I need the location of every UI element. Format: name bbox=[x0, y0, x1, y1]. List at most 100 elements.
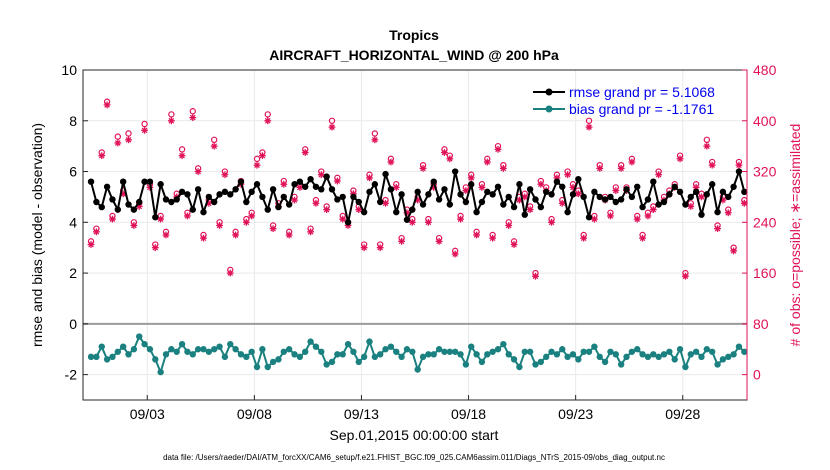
rmse-point bbox=[537, 203, 545, 211]
assimilated-point-stroke bbox=[297, 184, 303, 191]
assimilated-point-stroke bbox=[709, 162, 716, 169]
rmse-point bbox=[119, 178, 127, 185]
bias-point bbox=[644, 353, 652, 361]
assimilated-point-stroke bbox=[259, 152, 266, 159]
rmse-point bbox=[194, 186, 202, 193]
assimilated-point-stroke bbox=[521, 194, 528, 200]
assimilated-point bbox=[639, 234, 646, 242]
assimilated-point bbox=[387, 158, 395, 166]
assimilated-point bbox=[248, 212, 256, 220]
possible-point bbox=[168, 111, 175, 118]
assimilated-point-stroke bbox=[205, 200, 212, 207]
assimilated-point-stroke bbox=[612, 187, 619, 194]
assimilated-point-stroke bbox=[559, 200, 566, 207]
assimilated-point bbox=[366, 174, 373, 182]
bias-point bbox=[210, 346, 218, 353]
possible-point bbox=[585, 117, 593, 124]
y-tick-label-right: 480 bbox=[753, 62, 777, 78]
assimilated-point bbox=[424, 218, 432, 226]
legend-rmse-marker bbox=[545, 88, 553, 96]
rmse-point bbox=[425, 191, 432, 198]
rmse-point bbox=[462, 198, 470, 206]
y-tick-label-left: 8 bbox=[69, 113, 77, 129]
assimilated-point-stroke bbox=[500, 165, 507, 172]
bias-point bbox=[478, 358, 486, 366]
rmse-point bbox=[601, 196, 609, 203]
assimilated-point bbox=[141, 126, 148, 134]
rmse-point bbox=[168, 198, 175, 206]
assimilated-point-stroke bbox=[152, 244, 159, 251]
rmse-point bbox=[339, 193, 346, 201]
assimilated-point bbox=[532, 272, 539, 280]
assimilated-point bbox=[130, 222, 138, 229]
assimilated-point-stroke bbox=[200, 235, 207, 242]
bias-point bbox=[168, 346, 175, 353]
rmse-point bbox=[708, 181, 716, 188]
assimilated-point bbox=[178, 152, 186, 160]
bias-point bbox=[735, 343, 743, 350]
rmse-point bbox=[532, 196, 539, 203]
rmse-point bbox=[655, 201, 662, 208]
bias-point bbox=[714, 361, 721, 368]
rmse-point bbox=[494, 183, 502, 190]
assimilated-point bbox=[333, 177, 341, 185]
assimilated-point bbox=[537, 180, 545, 188]
bias-point bbox=[548, 348, 555, 355]
bias-point bbox=[505, 351, 512, 358]
possible-point bbox=[114, 133, 122, 140]
rmse-point bbox=[398, 191, 405, 198]
bias-point bbox=[403, 346, 411, 353]
bias-point bbox=[409, 348, 416, 355]
assimilated-point bbox=[735, 161, 743, 169]
assimilated-point bbox=[125, 136, 132, 144]
assimilated-point bbox=[200, 234, 207, 242]
bias-point bbox=[484, 351, 491, 358]
assimilated-point-stroke bbox=[580, 235, 587, 242]
possible-point bbox=[264, 111, 271, 118]
rmse-point bbox=[328, 186, 336, 193]
assimilated-point bbox=[441, 149, 448, 156]
bias-point bbox=[103, 356, 111, 363]
bias-point bbox=[516, 363, 523, 371]
assimilated-point bbox=[489, 234, 497, 242]
rmse-point bbox=[382, 170, 389, 178]
bias-point bbox=[607, 348, 614, 355]
rmse-point bbox=[489, 191, 496, 198]
bias-point bbox=[291, 351, 298, 358]
assimilated-point bbox=[655, 171, 663, 179]
assimilated-point-stroke bbox=[452, 251, 459, 257]
bias-point bbox=[612, 351, 620, 358]
assimilated-point-stroke bbox=[468, 175, 475, 181]
assimilated-point bbox=[323, 206, 331, 214]
possible-point bbox=[178, 146, 186, 153]
assimilated-point bbox=[264, 117, 272, 125]
x-tick-label: 09/23 bbox=[558, 406, 593, 422]
rmse-point bbox=[478, 198, 486, 206]
assimilated-point bbox=[628, 158, 636, 166]
rmse-point bbox=[237, 178, 245, 185]
assimilated-point bbox=[612, 187, 620, 194]
assimilated-point bbox=[328, 123, 336, 131]
assimilated-point bbox=[687, 203, 695, 210]
rmse-point bbox=[200, 208, 207, 216]
assimilated-point bbox=[157, 215, 165, 223]
rmse-point bbox=[623, 186, 630, 193]
assimilated-point-stroke bbox=[527, 206, 533, 213]
bias-point bbox=[205, 348, 213, 355]
bias-point bbox=[462, 361, 470, 368]
assimilated-point-stroke bbox=[645, 213, 651, 219]
rmse-point bbox=[296, 178, 304, 185]
bias-point bbox=[189, 351, 196, 358]
assimilated-point bbox=[269, 225, 277, 233]
assimilated-point bbox=[435, 237, 443, 245]
bias-point bbox=[264, 363, 271, 371]
bias-point bbox=[184, 348, 191, 355]
bias-point bbox=[698, 353, 705, 361]
bias-point bbox=[591, 343, 598, 350]
assimilated-point-stroke bbox=[388, 159, 394, 165]
bias-point bbox=[253, 363, 261, 371]
assimilated-point-stroke bbox=[377, 244, 384, 251]
rmse-point bbox=[446, 201, 454, 208]
rmse-point bbox=[457, 191, 464, 198]
bias-point bbox=[355, 358, 362, 366]
